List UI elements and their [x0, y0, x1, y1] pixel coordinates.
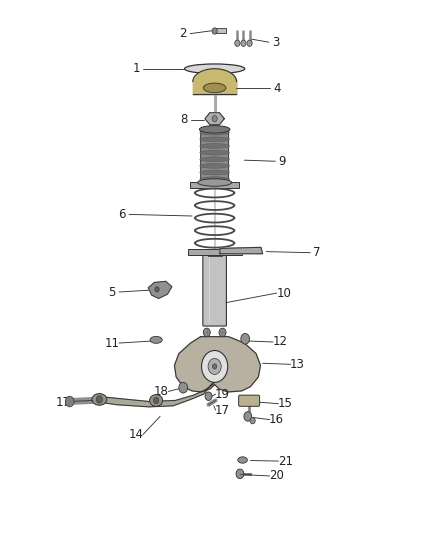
Text: 7: 7 — [314, 246, 321, 259]
Text: 3: 3 — [272, 36, 279, 49]
Text: 1: 1 — [132, 62, 140, 75]
Bar — [190, 182, 239, 188]
Circle shape — [155, 287, 159, 292]
Circle shape — [247, 40, 252, 46]
Circle shape — [153, 397, 159, 403]
Circle shape — [179, 382, 187, 393]
Ellipse shape — [203, 83, 226, 93]
Ellipse shape — [200, 164, 230, 168]
Ellipse shape — [150, 336, 162, 343]
Text: 15: 15 — [278, 397, 293, 410]
Circle shape — [212, 28, 217, 34]
Ellipse shape — [200, 137, 230, 142]
FancyBboxPatch shape — [239, 395, 260, 406]
Ellipse shape — [200, 143, 230, 148]
Text: 21: 21 — [278, 455, 293, 467]
Ellipse shape — [200, 170, 230, 175]
Circle shape — [205, 392, 212, 400]
Circle shape — [96, 395, 102, 403]
FancyBboxPatch shape — [201, 129, 229, 183]
Text: 8: 8 — [180, 114, 188, 126]
Text: 4: 4 — [273, 82, 280, 95]
Ellipse shape — [200, 157, 230, 161]
Ellipse shape — [200, 150, 230, 155]
Text: 5: 5 — [108, 286, 116, 298]
FancyBboxPatch shape — [203, 255, 226, 326]
Circle shape — [203, 328, 210, 337]
Circle shape — [201, 351, 228, 382]
Ellipse shape — [150, 394, 162, 406]
Circle shape — [236, 469, 244, 479]
Circle shape — [212, 116, 217, 122]
Ellipse shape — [198, 179, 232, 186]
Circle shape — [235, 40, 240, 46]
Circle shape — [219, 328, 226, 337]
Text: 17: 17 — [55, 396, 70, 409]
Text: 6: 6 — [118, 208, 126, 221]
Circle shape — [241, 40, 246, 46]
Circle shape — [241, 334, 250, 344]
Ellipse shape — [200, 130, 230, 135]
Ellipse shape — [238, 457, 247, 463]
Bar — [215, 28, 226, 33]
Circle shape — [208, 359, 221, 374]
Text: 2: 2 — [180, 27, 187, 40]
Circle shape — [65, 396, 74, 407]
Text: 16: 16 — [269, 413, 284, 426]
Polygon shape — [205, 112, 224, 125]
Circle shape — [250, 417, 255, 424]
Polygon shape — [148, 281, 172, 298]
Circle shape — [212, 364, 217, 369]
Text: 18: 18 — [154, 385, 169, 398]
Text: 14: 14 — [128, 428, 144, 441]
Text: 13: 13 — [290, 358, 305, 371]
Text: 12: 12 — [272, 335, 288, 349]
Text: 17: 17 — [215, 403, 230, 416]
Polygon shape — [95, 381, 215, 407]
Text: 10: 10 — [276, 287, 291, 300]
Text: 20: 20 — [269, 470, 284, 482]
Text: 9: 9 — [279, 155, 286, 168]
Text: 11: 11 — [105, 336, 120, 350]
Ellipse shape — [200, 177, 230, 182]
Circle shape — [244, 411, 252, 421]
Ellipse shape — [184, 64, 245, 74]
Text: 19: 19 — [215, 387, 230, 401]
Ellipse shape — [199, 126, 230, 133]
Ellipse shape — [92, 393, 107, 405]
Polygon shape — [174, 337, 261, 392]
Polygon shape — [220, 247, 263, 254]
Bar — [187, 249, 242, 255]
